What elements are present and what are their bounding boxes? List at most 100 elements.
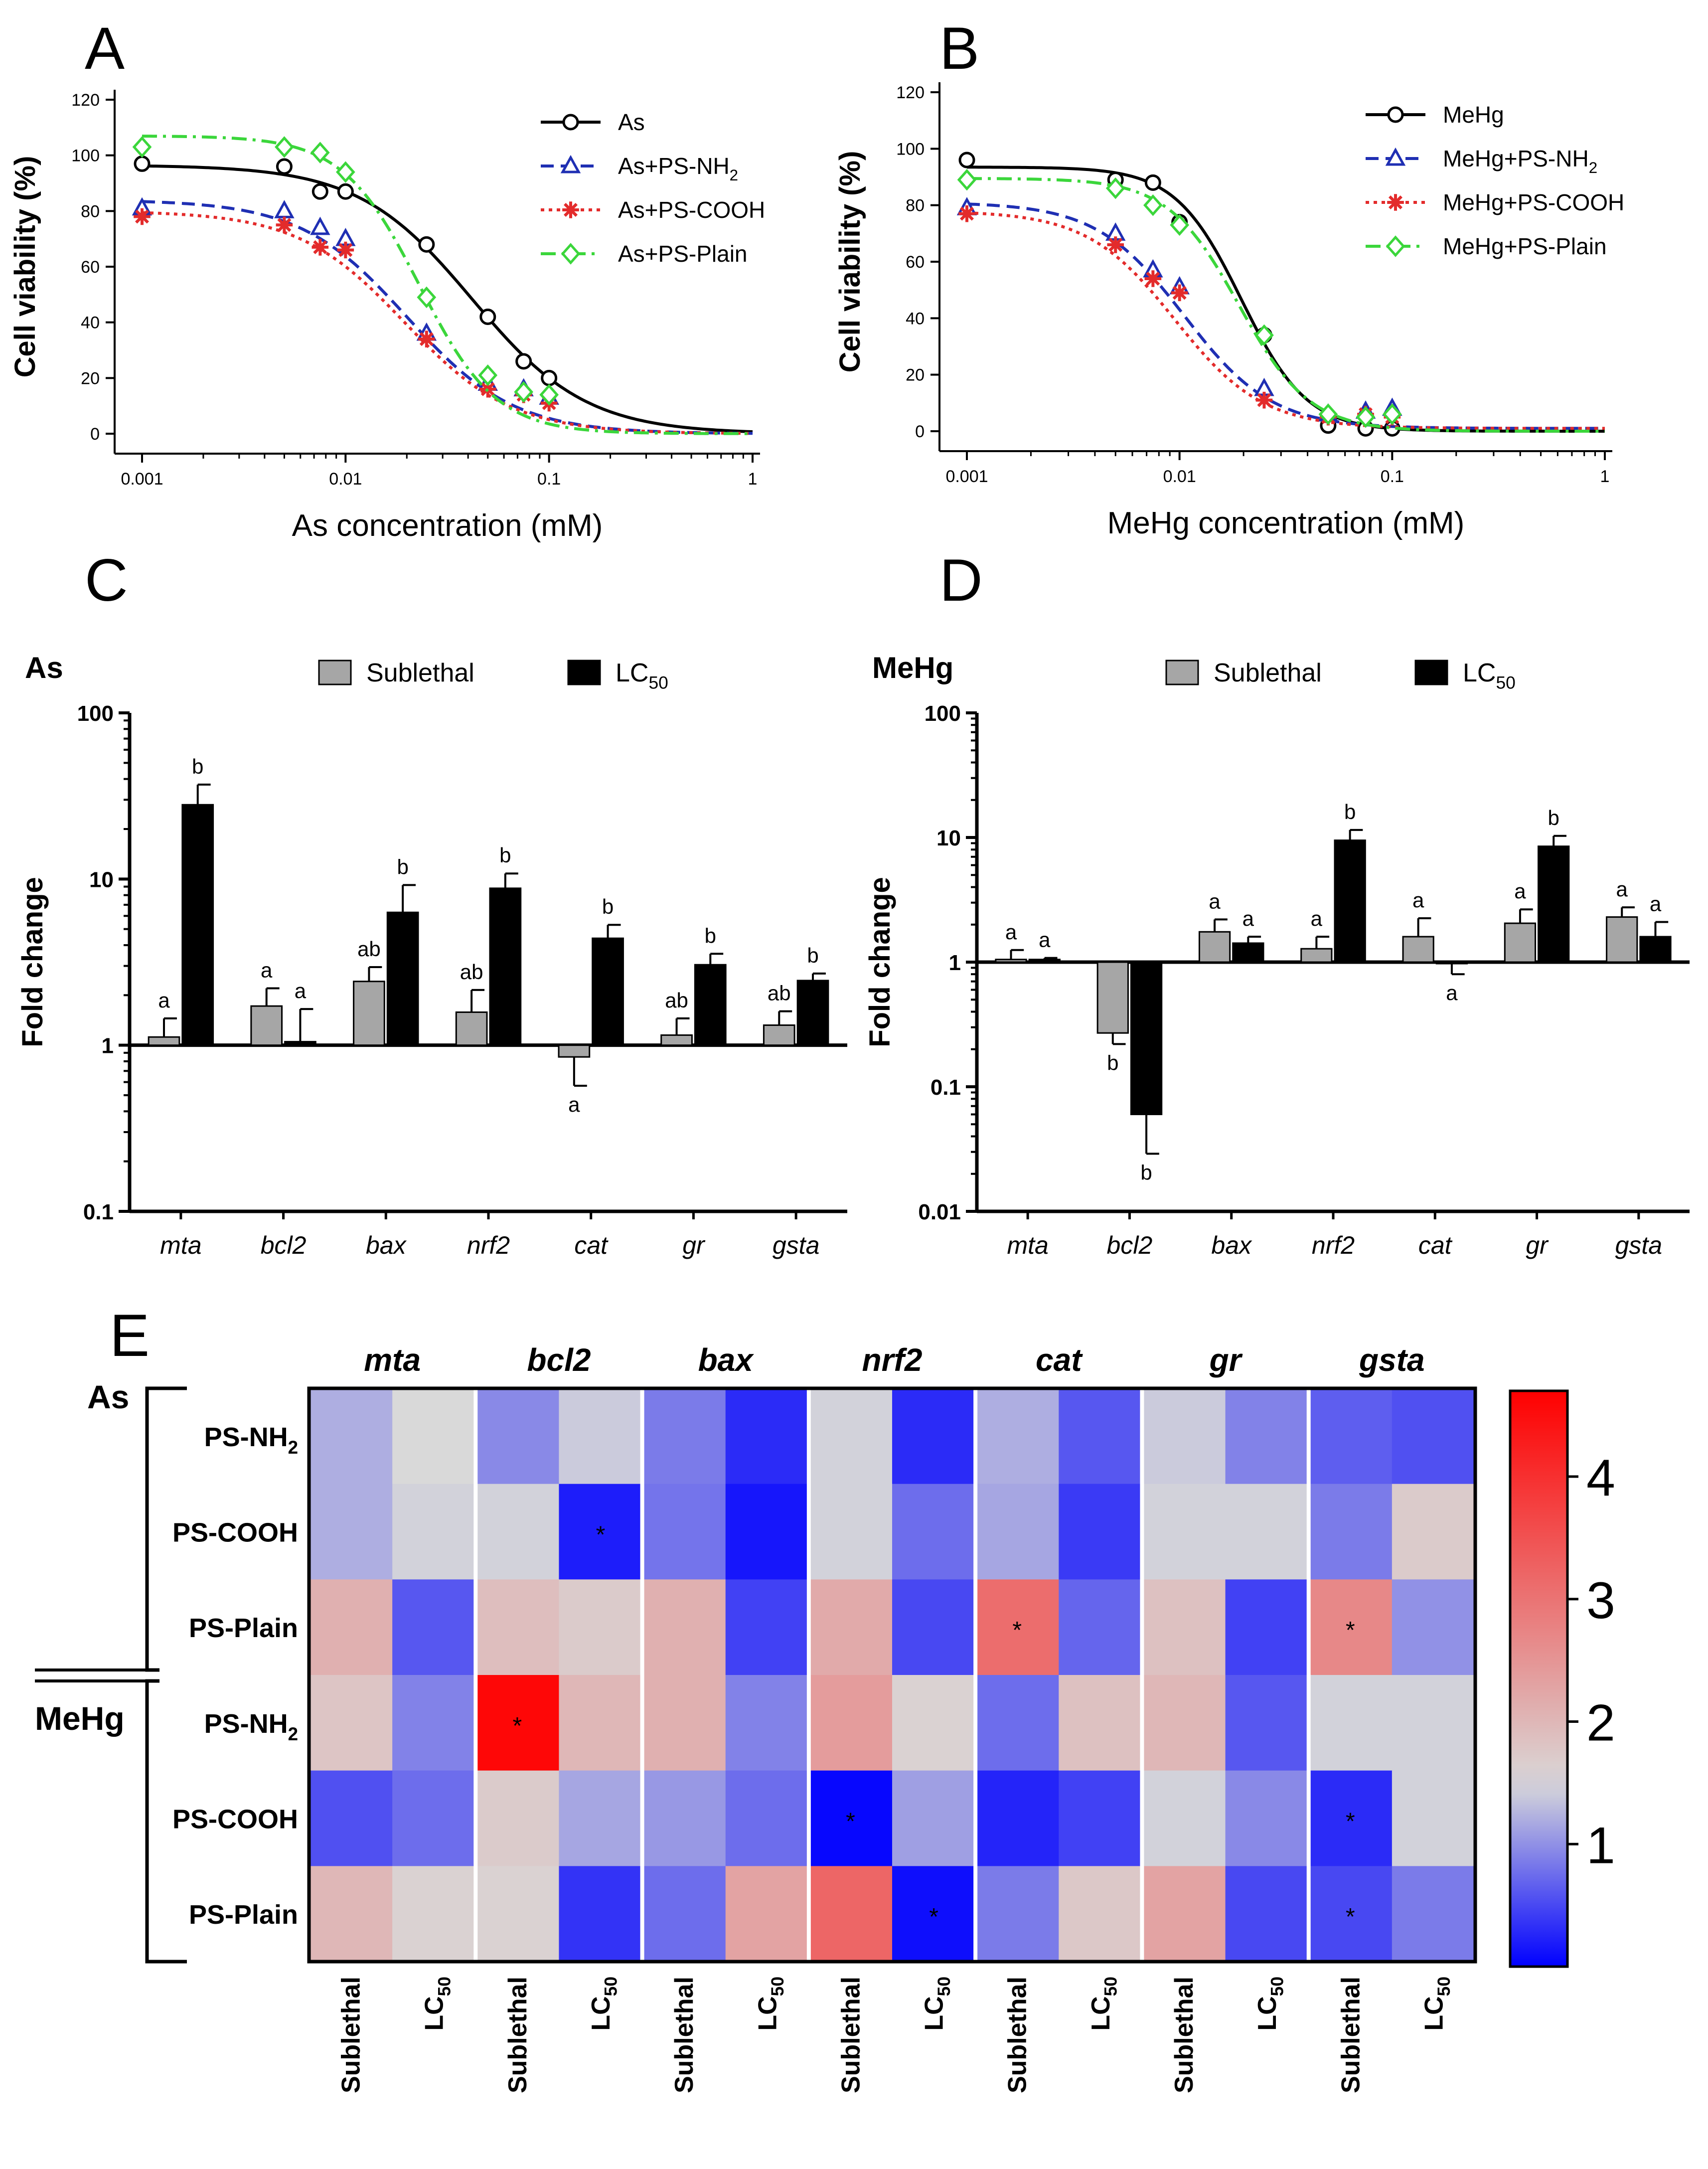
panel-letter-b: B: [939, 15, 979, 82]
significance-letter: ab: [357, 937, 381, 961]
data-point-series-0: [337, 183, 354, 200]
significance-star: *: [929, 1904, 938, 1930]
bar-gr-lc: [1538, 845, 1570, 963]
significance-letter: a: [1650, 892, 1662, 915]
heatmap-cell-r4-c0: [309, 1770, 393, 1866]
y-tick-label: 80: [906, 196, 925, 215]
heatmap-cell-r1-c6: [808, 1484, 893, 1580]
heatmap-cell-r2-c6: [808, 1579, 893, 1675]
heatmap-cell-r4-c4: [642, 1770, 726, 1866]
row-label-1-4: PS-COOH: [172, 1805, 298, 1835]
significance-star: *: [596, 1522, 606, 1548]
series-line-3: [967, 177, 1605, 433]
panel-title: MeHg: [872, 651, 953, 684]
y-tick-label: 60: [81, 258, 100, 277]
column-gene-label-mta: mta: [364, 1342, 421, 1378]
legend-label-0: MeHg: [1443, 102, 1504, 128]
significance-letter: a: [1005, 920, 1017, 944]
data-point-series-0: [418, 236, 435, 253]
column-condition-label: LC50: [1419, 1977, 1454, 2031]
series-line-2: [966, 211, 1605, 430]
legend-label-3: As+PS-Plain: [618, 241, 748, 267]
heatmap-cell-r0-c10: [1142, 1388, 1226, 1485]
heatmap-cell-r4-c6: [808, 1770, 893, 1866]
series-line-1: [966, 202, 1605, 430]
significance-letter: ab: [665, 989, 688, 1012]
bar-gsta-sublethal: [1606, 916, 1638, 963]
legend-label-1: LC50: [1463, 659, 1516, 693]
panel-letter-c: C: [85, 547, 128, 614]
bar-cat-sublethal: [558, 1044, 591, 1058]
heatmap-cell-r4-c8: [975, 1770, 1059, 1866]
legend-marker-1: [560, 155, 581, 173]
heatmap-cell-r2-c9: [1059, 1579, 1143, 1675]
heatmap-cell-r3-c0: [309, 1675, 393, 1771]
legend-label-0: Sublethal: [1214, 659, 1322, 687]
bar-mta-lc: [181, 804, 214, 1046]
heatmap-cell-r0-c11: [1225, 1388, 1309, 1485]
legend-label-2: As+PS-COOH: [618, 197, 765, 223]
legend-marker-3: [561, 243, 581, 265]
colorbar-tick-label: 1: [1586, 1817, 1615, 1874]
x-tick-label-bcl2: bcl2: [1107, 1231, 1153, 1259]
heatmap-cell-r1-c1: [392, 1484, 476, 1580]
x-tick-label-nrf2: nrf2: [1312, 1231, 1355, 1259]
data-point-series-3: [417, 286, 437, 309]
heatmap-cell-r1-c3: [559, 1484, 643, 1580]
legend-label-1: As+PS-NH2: [618, 153, 738, 184]
x-axis-label: MeHg concentration (mM): [1107, 506, 1465, 540]
bar-bcl2-lc: [1130, 961, 1163, 1115]
column-condition-label: Sublethal: [503, 1977, 532, 2093]
y-tick-label: 10: [936, 826, 961, 850]
heatmap-cell-r2-c13: [1392, 1579, 1476, 1675]
column-condition-label: LC50: [1087, 1977, 1121, 2031]
heatmap-cell-r3-c9: [1059, 1675, 1143, 1771]
legend-swatch-1: [1414, 660, 1448, 685]
column-condition-label: Sublethal: [1336, 1977, 1365, 2093]
significance-letter: b: [1140, 1161, 1152, 1184]
data-point-series-0: [479, 309, 496, 325]
heatmap-cell-r1-c13: [1392, 1484, 1476, 1580]
column-condition-label: LC50: [920, 1977, 954, 2031]
data-point-series-2: [1255, 391, 1273, 409]
significance-letter: ab: [768, 982, 791, 1005]
legend-marker-3: [1386, 235, 1405, 257]
y-tick-label: 1: [102, 1034, 114, 1058]
significance-letter: a: [568, 1093, 580, 1116]
heatmap-cell-r4-c10: [1142, 1770, 1226, 1866]
panel-e-heatmap: * * * * * * * * mta bcl2 bax nrf2 cat gr gsta Sublethal…: [35, 1342, 1615, 2093]
y-axis-label: Fold change: [16, 877, 49, 1047]
data-point-series-3: [335, 161, 355, 183]
x-tick-label-gsta: gsta: [773, 1231, 820, 1259]
significance-letter: a: [1616, 877, 1628, 901]
legend-marker-0: [562, 114, 579, 131]
data-point-series-3: [1356, 406, 1376, 428]
legend-label-3: MeHg+PS-Plain: [1443, 233, 1607, 259]
x-tick-label: 0.01: [329, 470, 362, 489]
column-gene-label-bax: bax: [698, 1342, 755, 1378]
y-tick-label: 0: [915, 422, 925, 441]
data-point-series-1: [310, 216, 330, 235]
heatmap-cell-r1-c11: [1225, 1484, 1309, 1580]
column-condition-label: LC50: [587, 1977, 621, 2031]
y-tick-label: 20: [906, 366, 925, 385]
heatmap-cell-r4-c2: [475, 1770, 560, 1866]
bar-gr-sublethal: [660, 1034, 693, 1046]
data-point-series-3: [1382, 403, 1402, 425]
x-tick-label-mta: mta: [160, 1231, 201, 1259]
column-gene-label-gr: gr: [1209, 1342, 1243, 1378]
y-tick-label: 40: [81, 314, 100, 333]
heatmap-cell-r5-c13: [1392, 1866, 1476, 1962]
bar-gsta-lc: [1639, 936, 1672, 963]
panel-a-viability-as: 0 20 40 60 80 100 120 0.001 0.01 0.1 1 As concentra…: [9, 90, 765, 543]
heatmap-cell-r0-c5: [725, 1388, 809, 1485]
bar-mta-sublethal: [148, 1036, 180, 1046]
x-tick-label-gsta: gsta: [1615, 1231, 1663, 1259]
legend-label-2: MeHg+PS-COOH: [1443, 189, 1624, 215]
heatmap-border: [307, 1386, 1477, 1964]
heatmap-cell-r4-c12: [1308, 1770, 1393, 1866]
legend-swatch-0: [1165, 660, 1199, 685]
heatmap-cell-r1-c10: [1142, 1484, 1226, 1580]
heatmap-cell-r5-c5: [725, 1866, 809, 1962]
heatmap-cell-r2-c8: [975, 1579, 1059, 1675]
